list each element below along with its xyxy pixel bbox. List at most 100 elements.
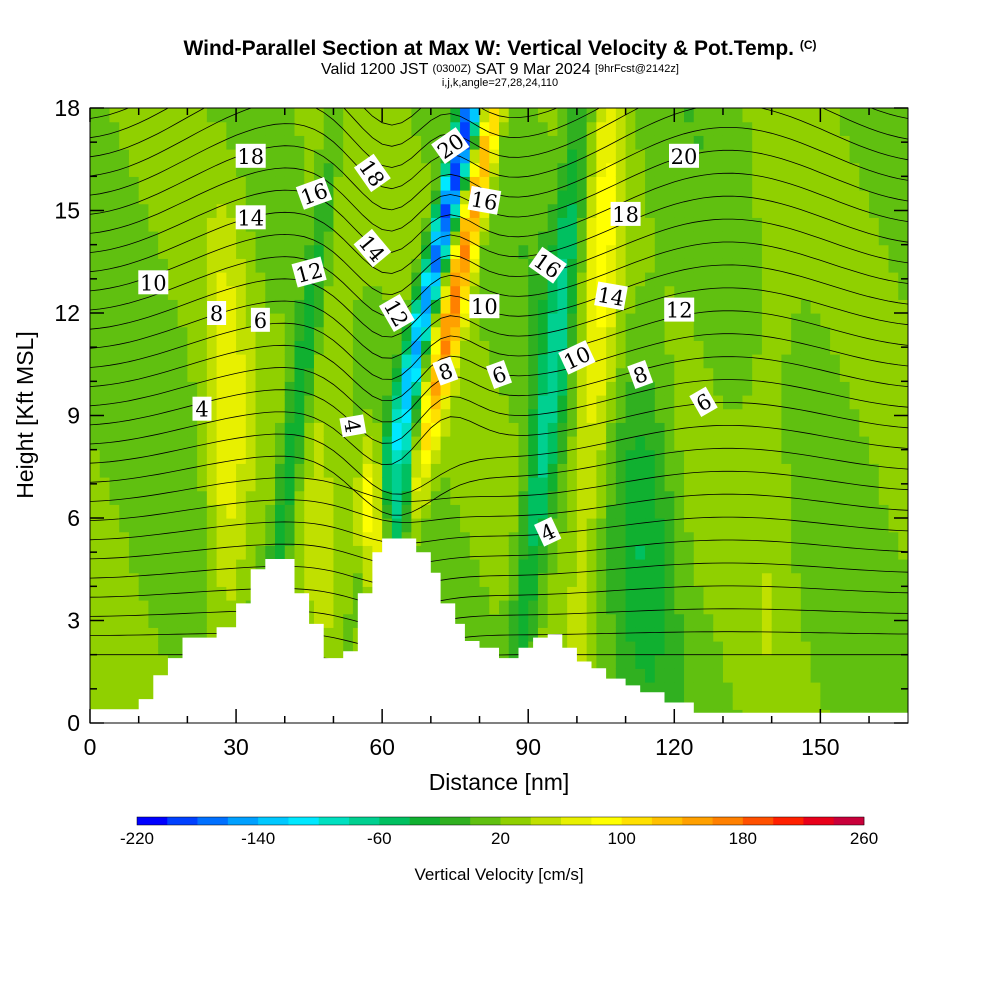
velocity-cell — [869, 244, 880, 259]
velocity-cell — [304, 613, 315, 628]
velocity-cell — [158, 135, 169, 150]
velocity-cell — [518, 258, 529, 273]
velocity-cell — [898, 449, 908, 464]
velocity-cell — [713, 613, 724, 628]
velocity-cell — [236, 258, 247, 273]
velocity-cell — [654, 217, 666, 232]
velocity-cell — [537, 135, 549, 150]
velocity-cell — [323, 395, 335, 410]
velocity-cell — [518, 340, 529, 355]
velocity-cell — [99, 203, 111, 218]
velocity-cell — [343, 613, 354, 628]
velocity-cell — [596, 121, 607, 136]
velocity-cell — [742, 408, 753, 423]
velocity-cell — [109, 477, 120, 492]
velocity-cell — [703, 340, 714, 355]
velocity-cell — [294, 395, 305, 410]
velocity-cell — [197, 545, 208, 560]
velocity-cell — [362, 367, 374, 382]
velocity-cell — [206, 217, 218, 232]
velocity-cell — [615, 340, 627, 355]
velocity-cell — [90, 217, 101, 232]
velocity-cell — [489, 504, 500, 519]
velocity-cell — [752, 395, 763, 410]
velocity-cell — [869, 367, 880, 382]
velocity-cell — [820, 654, 831, 669]
velocity-cell — [791, 682, 802, 697]
velocity-cell — [430, 176, 442, 191]
velocity-cell — [869, 668, 880, 683]
velocity-cell — [489, 149, 500, 164]
velocity-cell — [742, 326, 753, 341]
velocity-cell — [547, 395, 559, 410]
velocity-cell — [771, 627, 783, 642]
velocity-cell — [99, 381, 111, 396]
velocity-cell — [674, 436, 685, 451]
velocity-cell — [771, 572, 783, 587]
velocity-cell — [119, 367, 130, 382]
velocity-cell — [294, 299, 305, 314]
velocity-cell — [421, 477, 432, 492]
velocity-cell — [440, 326, 451, 341]
velocity-cell — [206, 258, 218, 273]
velocity-cell — [567, 121, 578, 136]
contour-label-box — [432, 356, 459, 386]
velocity-cell — [528, 217, 539, 232]
velocity-cell — [362, 272, 374, 287]
velocity-cell — [352, 258, 364, 273]
velocity-cell — [693, 682, 705, 697]
velocity-cell — [518, 518, 529, 533]
velocity-cell — [878, 436, 890, 451]
velocity-cell — [333, 299, 344, 314]
velocity-cell — [460, 408, 471, 423]
velocity-cell — [177, 504, 188, 519]
velocity-cell — [343, 135, 354, 150]
velocity-cell — [119, 108, 130, 123]
velocity-cell — [167, 108, 179, 123]
velocity-cell — [791, 408, 802, 423]
velocity-cell — [693, 477, 705, 492]
velocity-cell — [119, 586, 130, 601]
velocity-cell — [576, 572, 588, 587]
velocity-cell — [752, 285, 763, 300]
velocity-cell — [469, 395, 481, 410]
velocity-cell — [771, 504, 783, 519]
velocity-cell — [771, 135, 783, 150]
velocity-cell — [109, 285, 120, 300]
velocity-cell — [732, 190, 744, 205]
velocity-cell — [489, 627, 500, 642]
velocity-cell — [518, 586, 529, 601]
colorbar-swatch — [197, 817, 229, 825]
velocity-cell — [664, 682, 675, 697]
velocity-cell — [888, 381, 899, 396]
velocity-cell — [304, 149, 315, 164]
velocity-cell — [109, 408, 120, 423]
velocity-cell — [625, 272, 636, 287]
velocity-cell — [479, 149, 490, 164]
velocity-cell — [304, 395, 315, 410]
velocity-cell — [255, 531, 266, 546]
velocity-cell — [197, 272, 208, 287]
velocity-cell — [898, 654, 908, 669]
velocity-cell — [197, 313, 208, 328]
velocity-cell — [810, 190, 821, 205]
velocity-cell — [761, 135, 773, 150]
velocity-cell — [401, 285, 412, 300]
velocity-cell — [148, 217, 159, 232]
velocity-cell — [567, 203, 578, 218]
velocity-cell — [421, 121, 432, 136]
velocity-cell — [411, 326, 422, 341]
velocity-cell — [216, 162, 227, 177]
velocity-cell — [781, 299, 792, 314]
velocity-cell — [333, 449, 344, 464]
velocity-cell — [99, 162, 111, 177]
velocity-cell — [236, 121, 247, 136]
velocity-cell — [469, 477, 481, 492]
velocity-cell — [820, 299, 831, 314]
velocity-cell — [742, 231, 753, 246]
velocity-cell — [635, 682, 646, 697]
velocity-cell — [732, 354, 744, 369]
velocity-cell — [557, 272, 568, 287]
velocity-cell — [284, 162, 296, 177]
velocity-cell — [401, 340, 412, 355]
